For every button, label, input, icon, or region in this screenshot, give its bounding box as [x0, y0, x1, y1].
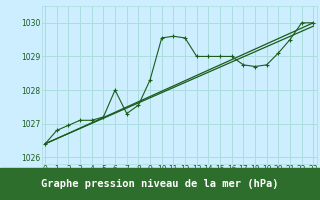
Text: Graphe pression niveau de la mer (hPa): Graphe pression niveau de la mer (hPa) [41, 179, 279, 189]
